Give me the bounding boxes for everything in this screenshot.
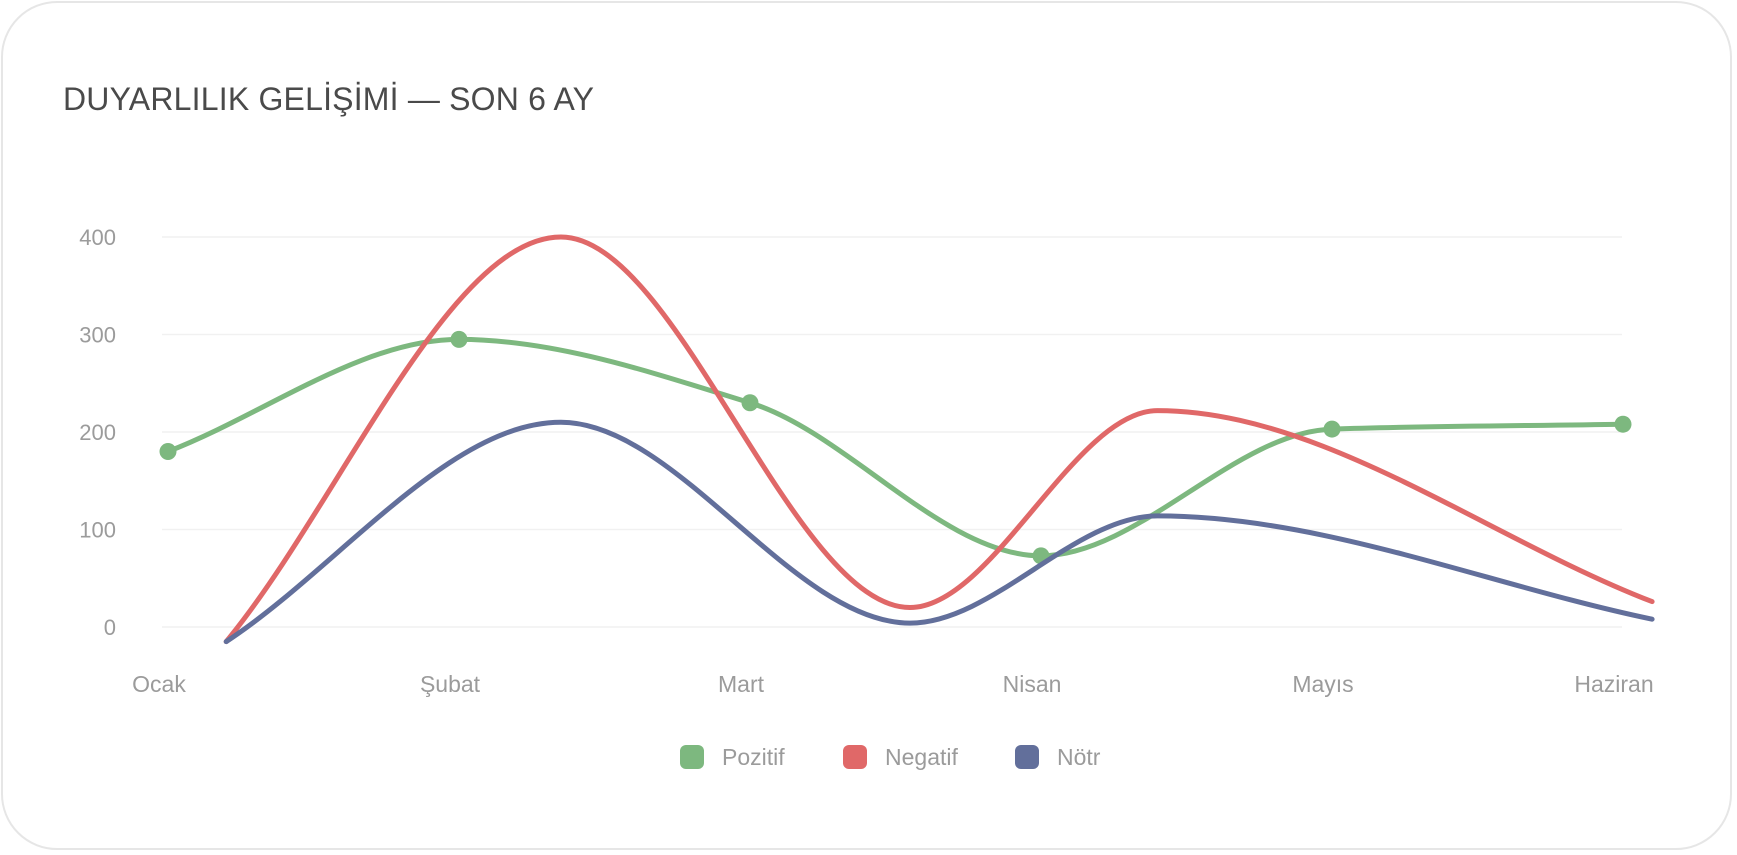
y-tick-label: 400	[79, 225, 116, 250]
x-tick-label: Mayıs	[1292, 671, 1353, 697]
series-negatif	[223, 234, 1655, 645]
series-line-pozitif	[165, 336, 1626, 559]
data-point-pozitif[interactable]	[159, 443, 177, 460]
y-tick-label: 300	[79, 323, 116, 348]
x-tick-label: Haziran	[1574, 671, 1653, 697]
legend-item-negatif[interactable]: Negatif	[843, 744, 958, 770]
y-tick-label: 100	[79, 518, 116, 543]
series-line-negatif	[223, 234, 1655, 645]
data-point-pozitif[interactable]	[1323, 420, 1341, 438]
data-point-pozitif[interactable]	[1614, 415, 1632, 433]
x-tick-label: Şubat	[420, 671, 481, 697]
y-tick-label: 200	[79, 420, 116, 445]
grid-lines	[162, 236, 1622, 628]
y-tick-label: 0	[104, 615, 116, 640]
x-tick-label: Mart	[718, 671, 765, 697]
legend: Pozitif Negatif Nötr	[680, 744, 1101, 770]
legend-label: Pozitif	[722, 744, 785, 770]
data-point-pozitif[interactable]	[450, 330, 468, 348]
legend-item-pozitif[interactable]: Pozitif	[680, 744, 785, 770]
legend-swatch	[680, 745, 704, 769]
series-ntr	[223, 419, 1655, 645]
series-lines	[159, 234, 1655, 645]
y-axis-ticks: 0 100 200 300 400	[79, 225, 116, 640]
legend-swatch	[843, 745, 867, 769]
legend-item-ntr[interactable]: Nötr	[1015, 744, 1101, 770]
x-tick-label: Nisan	[1003, 671, 1062, 697]
x-tick-label: Ocak	[132, 671, 186, 697]
legend-label: Nötr	[1057, 744, 1101, 770]
series-line-ntr	[223, 419, 1655, 645]
x-axis-ticks: Ocak Şubat Mart Nisan Mayıs Haziran	[132, 671, 1653, 697]
legend-label: Negatif	[885, 744, 958, 770]
legend-swatch	[1015, 745, 1039, 769]
data-point-pozitif[interactable]	[741, 394, 759, 412]
chart-title: DUYARLILIK GELİŞİMİ — SON 6 AY	[63, 81, 595, 117]
